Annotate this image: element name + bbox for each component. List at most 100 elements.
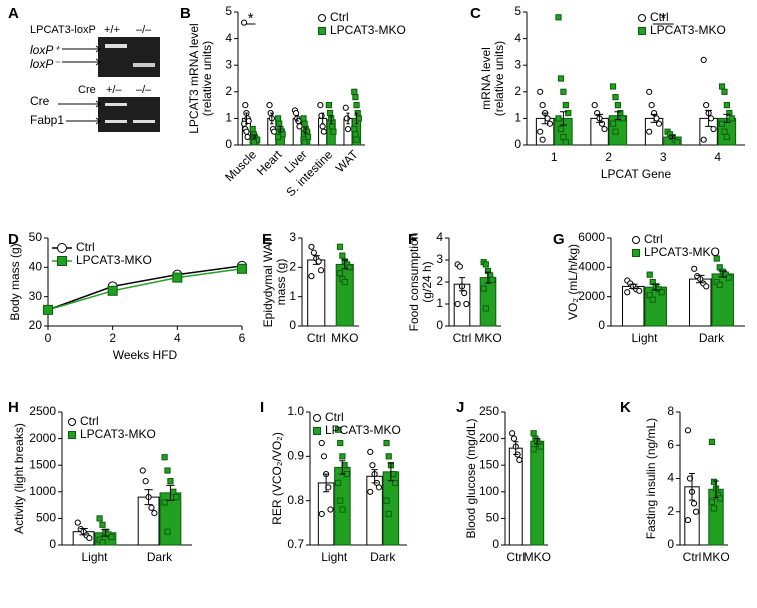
y-tick-label: 5 xyxy=(225,4,232,18)
annotation: * xyxy=(660,10,666,27)
y-axis-label: LPCAT3 mRNA level xyxy=(187,23,201,133)
point xyxy=(142,478,149,485)
chart-panel: F 0 1 2 3 4 Food consumption (g/24 h) Ctrl MKO xyxy=(407,230,502,345)
legend-marker xyxy=(318,14,326,22)
x-tick-label: 2 xyxy=(605,150,612,164)
point xyxy=(700,56,707,63)
error-bar xyxy=(354,112,359,125)
point xyxy=(329,123,336,130)
y-tick-label: 4 xyxy=(436,230,443,244)
y-axis-label: RER (VCO₂/VO₂) xyxy=(270,432,284,525)
point xyxy=(318,112,325,119)
error-bar xyxy=(513,441,519,456)
y-tick-label: 50 xyxy=(29,230,43,244)
x-axis-label: Weeks HFD xyxy=(113,348,178,362)
chart-panel: D 20 30 40 50 Body mass (g) Weeks HFD 0 2 4 6 CtrlL… xyxy=(8,230,247,362)
y-tick-label: 4 xyxy=(225,31,232,45)
x-tick-label: Ctrl xyxy=(453,331,472,345)
y-tick-label: 0 xyxy=(49,537,56,551)
point xyxy=(560,88,567,95)
error-bar xyxy=(312,255,320,265)
y-tick-label: 4 xyxy=(667,471,674,485)
gel-panel: A LPCAT3-loxP +/+ –/– loxP⁺ loxP⁻ Cre +/… xyxy=(8,5,160,132)
point xyxy=(721,88,728,95)
y-tick-label: 0 xyxy=(436,318,443,332)
y-tick-label: 1 xyxy=(514,111,521,125)
x-tick-label: MKO xyxy=(702,550,729,564)
point xyxy=(344,125,352,133)
error-bar xyxy=(713,480,719,499)
point xyxy=(560,133,567,141)
point xyxy=(510,435,518,442)
error-bar xyxy=(339,460,346,475)
y-tick-label: 0.7 xyxy=(287,537,304,551)
point xyxy=(139,467,146,474)
point xyxy=(244,133,251,141)
legend-label: LPCAT3-MKO xyxy=(325,423,401,437)
y-axis-label: VO₂ (mL/h/kg) xyxy=(566,244,580,320)
y-tick-label: 4000 xyxy=(578,260,605,274)
legend-marker xyxy=(632,249,640,257)
point xyxy=(562,102,569,109)
y-tick-label: 1 xyxy=(225,111,232,125)
point xyxy=(612,94,619,101)
error-bar xyxy=(329,115,333,125)
y-tick-label: 1000 xyxy=(29,484,56,498)
point xyxy=(148,504,155,511)
y-tick-label: 1 xyxy=(436,296,443,310)
y-tick-label: 8 xyxy=(667,404,674,418)
point xyxy=(167,478,174,485)
point xyxy=(296,123,303,130)
point xyxy=(716,281,723,289)
point xyxy=(707,115,715,122)
point xyxy=(334,479,342,487)
point xyxy=(537,443,544,450)
point xyxy=(317,102,324,109)
y-tick-label: 0 xyxy=(225,137,232,151)
point xyxy=(624,289,631,296)
point xyxy=(336,243,344,250)
x-tick-label: MKO xyxy=(524,550,551,564)
point xyxy=(300,115,307,122)
point xyxy=(315,258,322,265)
point xyxy=(723,102,731,109)
lane-label: +/+ xyxy=(104,24,120,36)
y-tick-label: 500 xyxy=(36,511,56,525)
error-bar xyxy=(387,462,395,482)
point xyxy=(339,252,346,259)
point xyxy=(336,270,344,277)
y-tick-label: 150 xyxy=(479,457,499,471)
x-tick-label: 2 xyxy=(109,331,116,345)
lane-label: –/– xyxy=(136,24,152,36)
point xyxy=(301,139,308,146)
error-bar xyxy=(253,135,257,139)
gel-header: Cre xyxy=(78,84,96,96)
point xyxy=(318,510,325,518)
error-bar xyxy=(270,112,274,125)
point xyxy=(710,505,718,512)
chart-panel: B 0 1 2 3 4 5 LPCAT3 mRNA level (relative units)… xyxy=(180,4,406,199)
point xyxy=(164,467,171,474)
point xyxy=(320,453,328,460)
point xyxy=(725,274,732,281)
point xyxy=(562,139,569,146)
x-tick-label: Dark xyxy=(147,550,173,564)
y-tick-label: 5 xyxy=(514,4,521,18)
error-bar xyxy=(244,112,249,125)
error-bar xyxy=(668,135,676,139)
y-tick-label: 6000 xyxy=(578,230,605,244)
error-bar xyxy=(322,473,330,493)
error-bar xyxy=(304,127,308,134)
point xyxy=(375,484,383,491)
error-bar xyxy=(484,271,492,284)
point xyxy=(383,497,390,504)
band-label: Cre xyxy=(30,94,50,108)
point xyxy=(369,462,376,469)
panel-letter: A xyxy=(8,5,19,22)
point xyxy=(242,102,249,109)
point xyxy=(557,125,565,133)
x-tick-label: 4 xyxy=(714,150,721,164)
point xyxy=(161,454,168,461)
